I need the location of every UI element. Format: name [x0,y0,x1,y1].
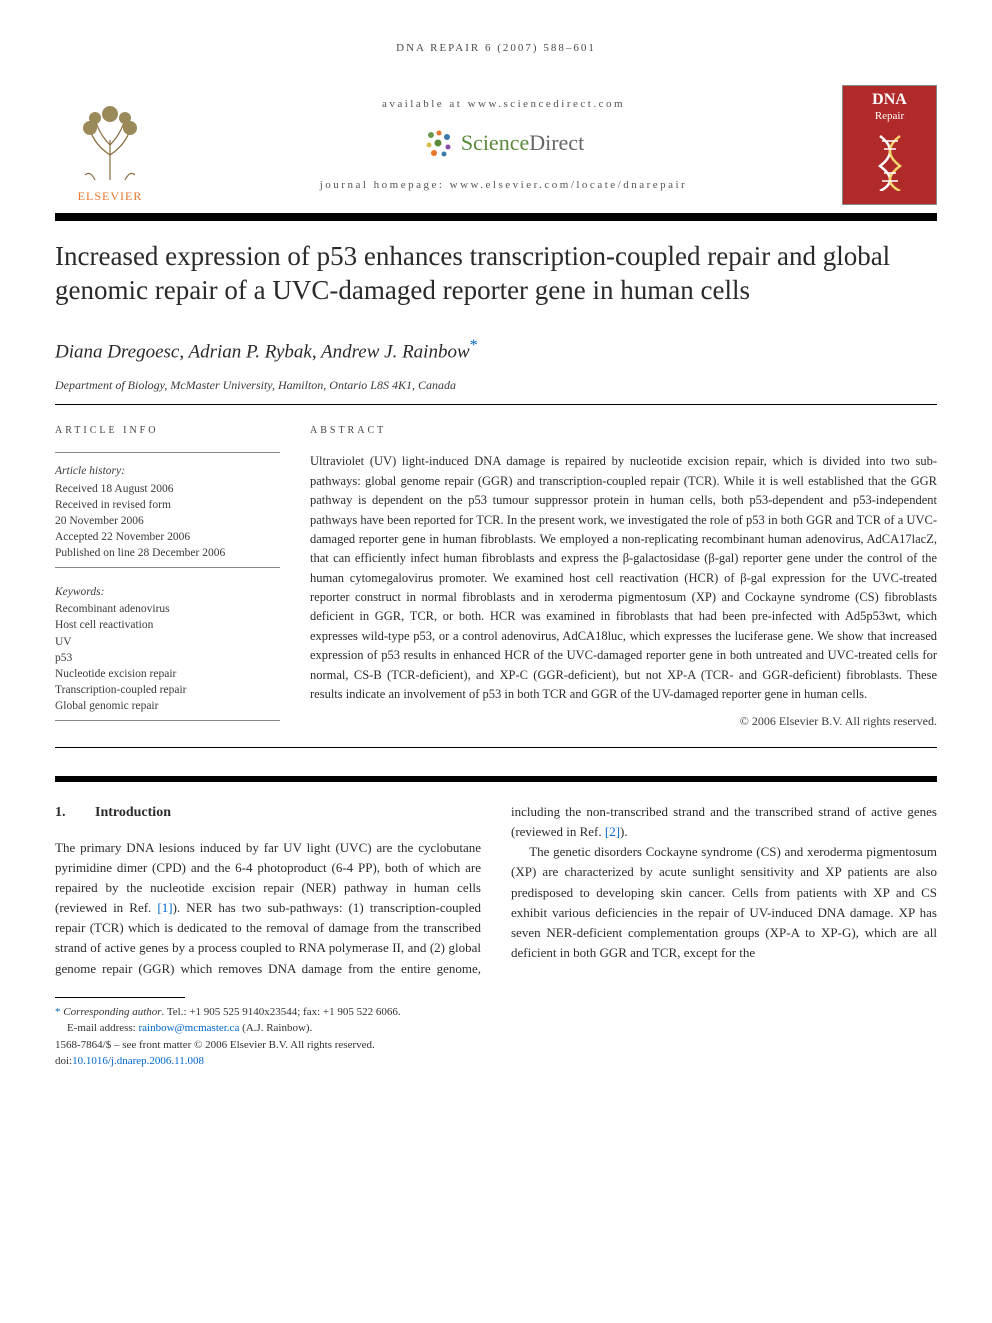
copyright-line: © 2006 Elsevier B.V. All rights reserved… [310,712,937,730]
elsevier-logo: ELSEVIER [55,85,165,205]
section-heading-intro: 1.Introduction [55,802,481,824]
keywords-label: Keywords: [55,584,280,601]
article-title: Increased expression of p53 enhances tra… [55,239,937,308]
heavy-rule-section [55,776,937,782]
keyword: Host cell reactivation [55,617,280,633]
article-info-heading: ARTICLE INFO [55,423,280,438]
history-revised-1: Received in revised form [55,497,280,513]
corresponding-asterisk: * [470,337,478,354]
journal-homepage-text: journal homepage: www.elsevier.com/locat… [185,177,822,194]
sciencedirect-dots-icon [423,127,455,159]
keyword: UV [55,634,280,650]
thin-rule-1 [55,404,937,405]
body-two-column: 1.Introduction The primary DNA lesions i… [55,802,937,979]
thin-rule-2 [55,747,937,748]
keyword: p53 [55,650,280,666]
journal-cover-thumbnail: DNA Repair [842,85,937,205]
keyword: Global genomic repair [55,698,280,714]
authors-line: Diana Dregoesc, Adrian P. Rybak, Andrew … [55,334,937,367]
corresponding-author-footnote: * Corresponding author. Tel.: +1 905 525… [55,1004,478,1021]
doi-footnote: doi:10.1016/j.dnarep.2006.11.008 [55,1053,478,1070]
history-accepted: Accepted 22 November 2006 [55,529,280,545]
keyword: Transcription-coupled repair [55,682,280,698]
elsevier-wordmark: ELSEVIER [78,187,143,205]
abstract-heading: ABSTRACT [310,423,937,438]
heavy-rule-top [55,213,937,221]
affiliation: Department of Biology, McMaster Universi… [55,376,937,394]
running-head: DNA REPAIR 6 (2007) 588–601 [55,40,937,57]
cover-dna-icon [849,124,930,198]
email-link[interactable]: rainbow@mcmaster.ca [138,1022,239,1034]
available-at-text: available at www.sciencedirect.com [185,96,822,113]
banner-center: available at www.sciencedirect.com Scien… [165,96,842,194]
ref-link-1[interactable]: [1] [157,900,172,915]
history-label: Article history: [55,463,280,480]
footnotes-block: * Corresponding author. Tel.: +1 905 525… [55,997,478,1070]
abstract-column: ABSTRACT Ultraviolet (UV) light-induced … [310,423,937,737]
article-info-column: ARTICLE INFO Article history: Received 1… [55,423,280,737]
history-received: Received 18 August 2006 [55,481,280,497]
keyword: Recombinant adenovirus [55,601,280,617]
history-published: Published on line 28 December 2006 [55,545,280,561]
sciencedirect-wordmark: ScienceDirect [461,126,584,159]
sciencedirect-logo: ScienceDirect [423,126,584,159]
cover-subtitle: Repair [875,108,904,125]
history-revised-2: 20 November 2006 [55,513,280,529]
abstract-text: Ultraviolet (UV) light-induced DNA damag… [310,452,937,704]
keywords-block: Keywords: Recombinant adenovirus Host ce… [55,584,280,721]
doi-link[interactable]: 10.1016/j.dnarep.2006.11.008 [72,1055,204,1067]
intro-paragraph-2: The genetic disorders Cockayne syndrome … [511,842,937,963]
issn-footnote: 1568-7864/$ – see front matter © 2006 El… [55,1037,478,1054]
cover-title: DNA [872,92,907,108]
article-history-block: Article history: Received 18 August 2006… [55,452,280,568]
footnote-rule [55,997,185,998]
email-footnote: E-mail address: rainbow@mcmaster.ca (A.J… [55,1020,478,1037]
ref-link-2[interactable]: [2] [605,824,620,839]
publisher-banner: ELSEVIER available at www.sciencedirect.… [55,85,937,205]
keyword: Nucleotide excision repair [55,666,280,682]
elsevier-tree-icon [65,100,155,185]
